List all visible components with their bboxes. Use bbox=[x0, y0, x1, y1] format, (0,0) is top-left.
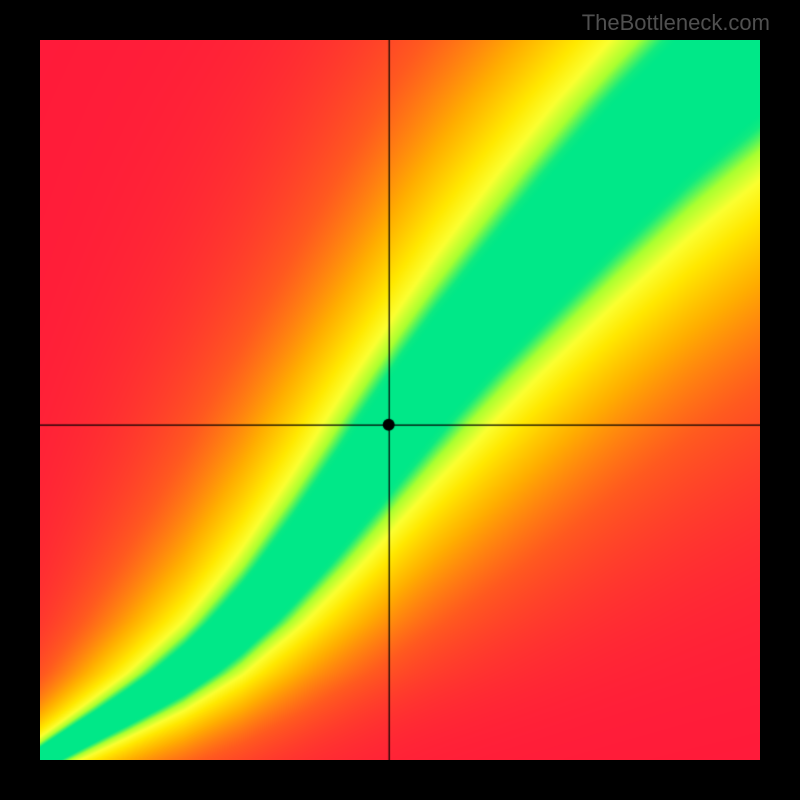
heatmap-canvas bbox=[40, 40, 760, 760]
watermark-text: TheBottleneck.com bbox=[582, 10, 770, 36]
bottleneck-heatmap bbox=[40, 40, 760, 760]
